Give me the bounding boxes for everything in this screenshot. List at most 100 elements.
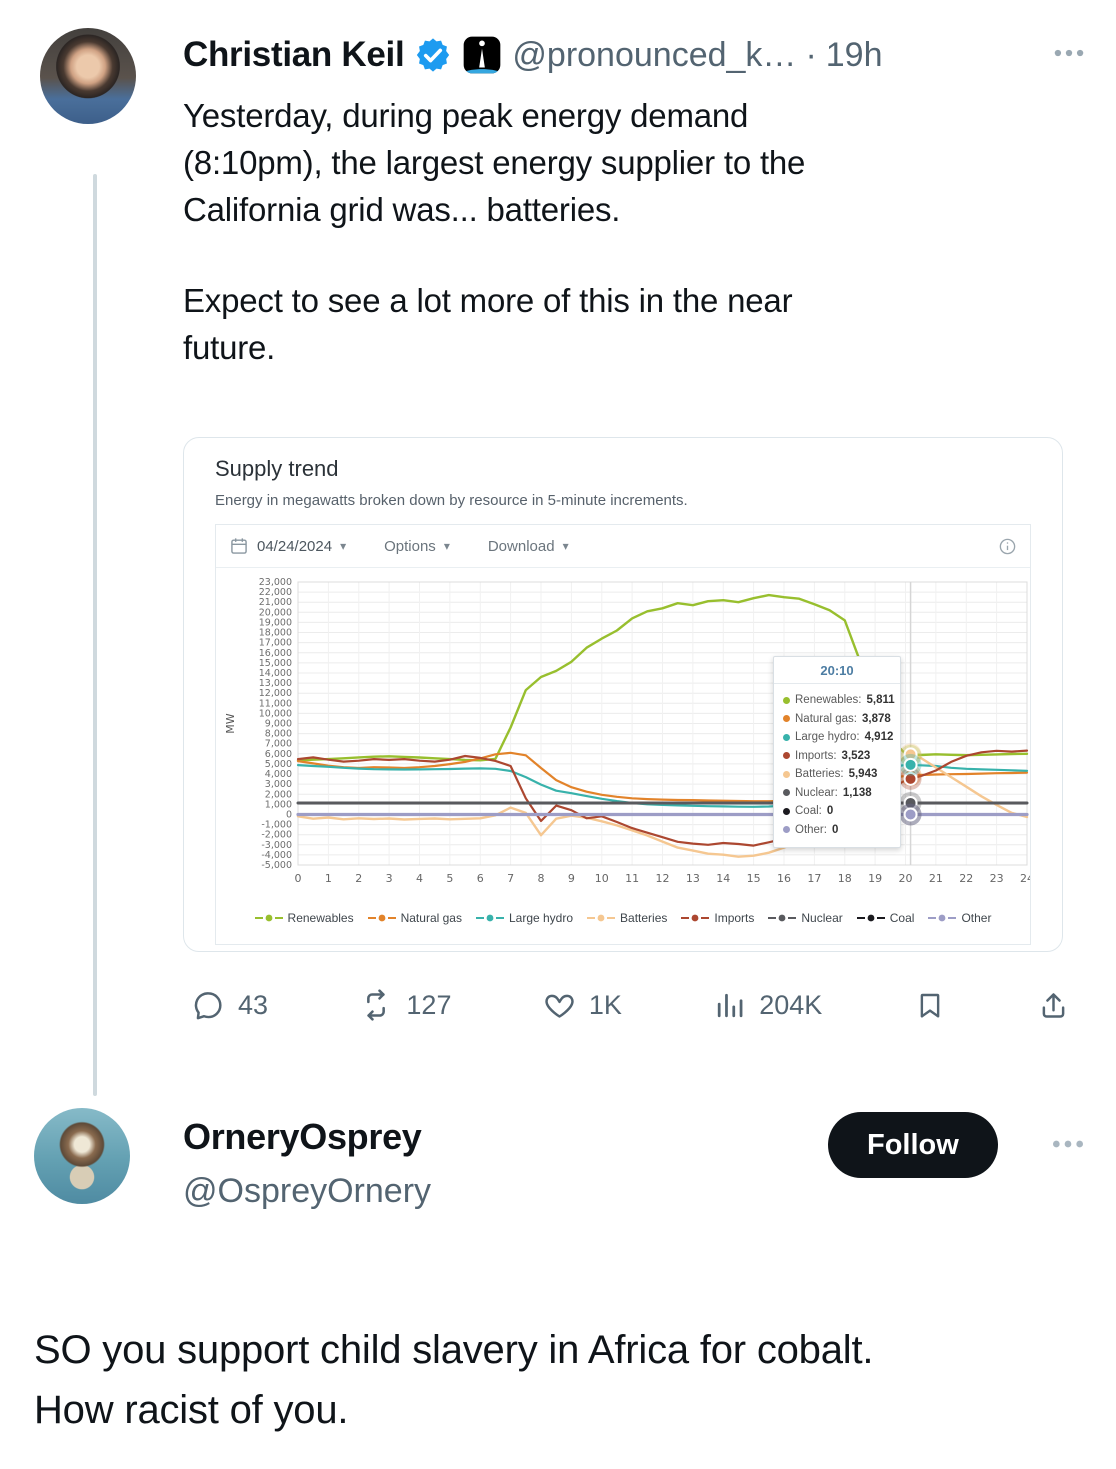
- svg-text:7,000: 7,000: [265, 739, 292, 750]
- svg-text:5,000: 5,000: [265, 759, 292, 770]
- views-button[interactable]: 204K: [713, 989, 822, 1022]
- repost-button[interactable]: 127: [359, 988, 451, 1022]
- tweet-timestamp: 19h: [825, 35, 883, 74]
- svg-text:13,000: 13,000: [259, 678, 292, 689]
- svg-text:3: 3: [386, 872, 393, 885]
- svg-text:23,000: 23,000: [259, 577, 292, 588]
- tweet-header: Christian Keil @pronounced_k… · 19h: [183, 30, 1088, 80]
- like-button[interactable]: 1K: [543, 989, 622, 1022]
- svg-text:0: 0: [286, 810, 292, 821]
- svg-text:0: 0: [295, 872, 302, 885]
- svg-text:12,000: 12,000: [259, 688, 292, 699]
- share-button[interactable]: [1037, 989, 1070, 1022]
- svg-text:2: 2: [355, 872, 362, 885]
- svg-text:3,000: 3,000: [265, 779, 292, 790]
- repost-icon: [367, 989, 386, 1021]
- svg-text:-2,000: -2,000: [261, 830, 292, 841]
- chart-legend: Renewables Natural gas Large hydro Batterie…: [216, 892, 1030, 944]
- bookmark-button[interactable]: [914, 989, 946, 1021]
- reply-more-options-icon[interactable]: [1048, 1124, 1088, 1169]
- svg-text:-1,000: -1,000: [261, 820, 292, 831]
- svg-text:-5,000: -5,000: [261, 860, 292, 871]
- tooltip-row: Batteries: 5,943: [783, 765, 891, 784]
- svg-text:18,000: 18,000: [259, 628, 292, 639]
- legend-marker-icon: [254, 914, 283, 922]
- reply-author-handle[interactable]: @OspreyOrnery: [183, 1172, 432, 1210]
- svg-text:12: 12: [656, 872, 670, 885]
- svg-text:4: 4: [416, 872, 423, 885]
- svg-text:15,000: 15,000: [259, 658, 292, 669]
- svg-text:9: 9: [568, 872, 575, 885]
- svg-text:6: 6: [477, 872, 484, 885]
- like-count: 1K: [588, 989, 622, 1020]
- legend-item[interactable]: Renewables: [254, 911, 354, 925]
- follow-button[interactable]: Follow: [828, 1112, 998, 1178]
- svg-text:24: 24: [1020, 872, 1030, 885]
- reply-button[interactable]: 43: [192, 989, 268, 1022]
- svg-text:19: 19: [868, 872, 882, 885]
- avatar[interactable]: [40, 28, 136, 124]
- svg-text:MW: MW: [224, 713, 237, 733]
- svg-text:20,000: 20,000: [259, 607, 292, 618]
- svg-text:7: 7: [507, 872, 514, 885]
- reply-count: 43: [238, 989, 269, 1020]
- reply-text-line: How racist of you.: [34, 1388, 349, 1432]
- svg-text:16: 16: [777, 872, 791, 885]
- tooltip-row: Natural gas: 3,878: [783, 710, 891, 729]
- svg-text:6,000: 6,000: [265, 749, 292, 760]
- svg-text:16,000: 16,000: [259, 648, 292, 659]
- views-count: 204K: [759, 989, 823, 1020]
- svg-text:22: 22: [959, 872, 973, 885]
- options-dropdown[interactable]: Options ▾: [384, 537, 450, 555]
- svg-text:14: 14: [716, 872, 730, 885]
- tweet-text-line: (8:10pm), the largest energy supplier to…: [183, 144, 806, 181]
- more-options-icon[interactable]: [1050, 34, 1088, 77]
- svg-text:17: 17: [807, 872, 821, 885]
- legend-item[interactable]: Natural gas: [367, 911, 462, 925]
- thread-line: [93, 174, 97, 1096]
- org-affiliate-badge-rocket-icon[interactable]: [462, 35, 502, 75]
- legend-marker-icon: [475, 914, 504, 922]
- legend-item[interactable]: Batteries: [587, 911, 667, 925]
- tooltip-row: Renewables: 5,811: [783, 691, 895, 710]
- svg-text:20: 20: [899, 872, 913, 885]
- engagement-bar: 43 127 1K 204K: [192, 988, 1070, 1022]
- svg-text:11: 11: [625, 872, 639, 885]
- supply-trend-card: Supply trend Energy in megawatts broken …: [183, 437, 1063, 952]
- svg-text:10,000: 10,000: [259, 708, 292, 719]
- legend-item[interactable]: Nuclear: [768, 911, 843, 925]
- author-handle[interactable]: @pronounced_k… · 19h: [512, 35, 883, 74]
- tweet-text-line: Yesterday, during peak energy demand: [183, 97, 749, 134]
- tooltip-time: 20:10: [774, 657, 900, 684]
- views-icon: [718, 993, 743, 1017]
- svg-text:1: 1: [325, 872, 332, 885]
- svg-text:22,000: 22,000: [259, 587, 292, 598]
- legend-marker-icon: [367, 914, 396, 922]
- svg-text:19,000: 19,000: [259, 617, 292, 628]
- svg-text:14,000: 14,000: [259, 668, 292, 679]
- chart-subtitle: Energy in megawatts broken down by resou…: [215, 492, 688, 509]
- svg-text:1,000: 1,000: [265, 799, 292, 810]
- legend-item[interactable]: Imports: [681, 911, 754, 925]
- svg-text:8: 8: [538, 872, 545, 885]
- svg-text:9,000: 9,000: [265, 719, 292, 730]
- legend-item[interactable]: Coal: [856, 911, 914, 925]
- info-icon[interactable]: [998, 537, 1017, 556]
- tooltip-row: Nuclear: 1,138: [783, 784, 891, 803]
- svg-text:21: 21: [929, 872, 943, 885]
- svg-text:13: 13: [686, 872, 700, 885]
- share-icon: [1042, 992, 1065, 1018]
- date-picker[interactable]: 04/24/2024 ▾: [229, 536, 346, 556]
- legend-item[interactable]: Large hydro: [475, 911, 573, 925]
- like-icon: [545, 994, 574, 1018]
- download-dropdown[interactable]: Download ▾: [487, 537, 569, 555]
- reply-text: SO you support child slavery in Africa f…: [34, 1320, 1100, 1440]
- svg-text:8,000: 8,000: [265, 729, 292, 740]
- svg-text:-4,000: -4,000: [261, 850, 292, 861]
- author-name[interactable]: Christian Keil: [183, 35, 405, 74]
- avatar[interactable]: [34, 1108, 130, 1204]
- reply-author-name[interactable]: OrneryOsprey: [183, 1116, 422, 1157]
- legend-item[interactable]: Other: [928, 911, 991, 925]
- tooltip-row: Coal: 0: [783, 802, 891, 821]
- reply-text-line: SO you support child slavery in Africa f…: [34, 1328, 874, 1372]
